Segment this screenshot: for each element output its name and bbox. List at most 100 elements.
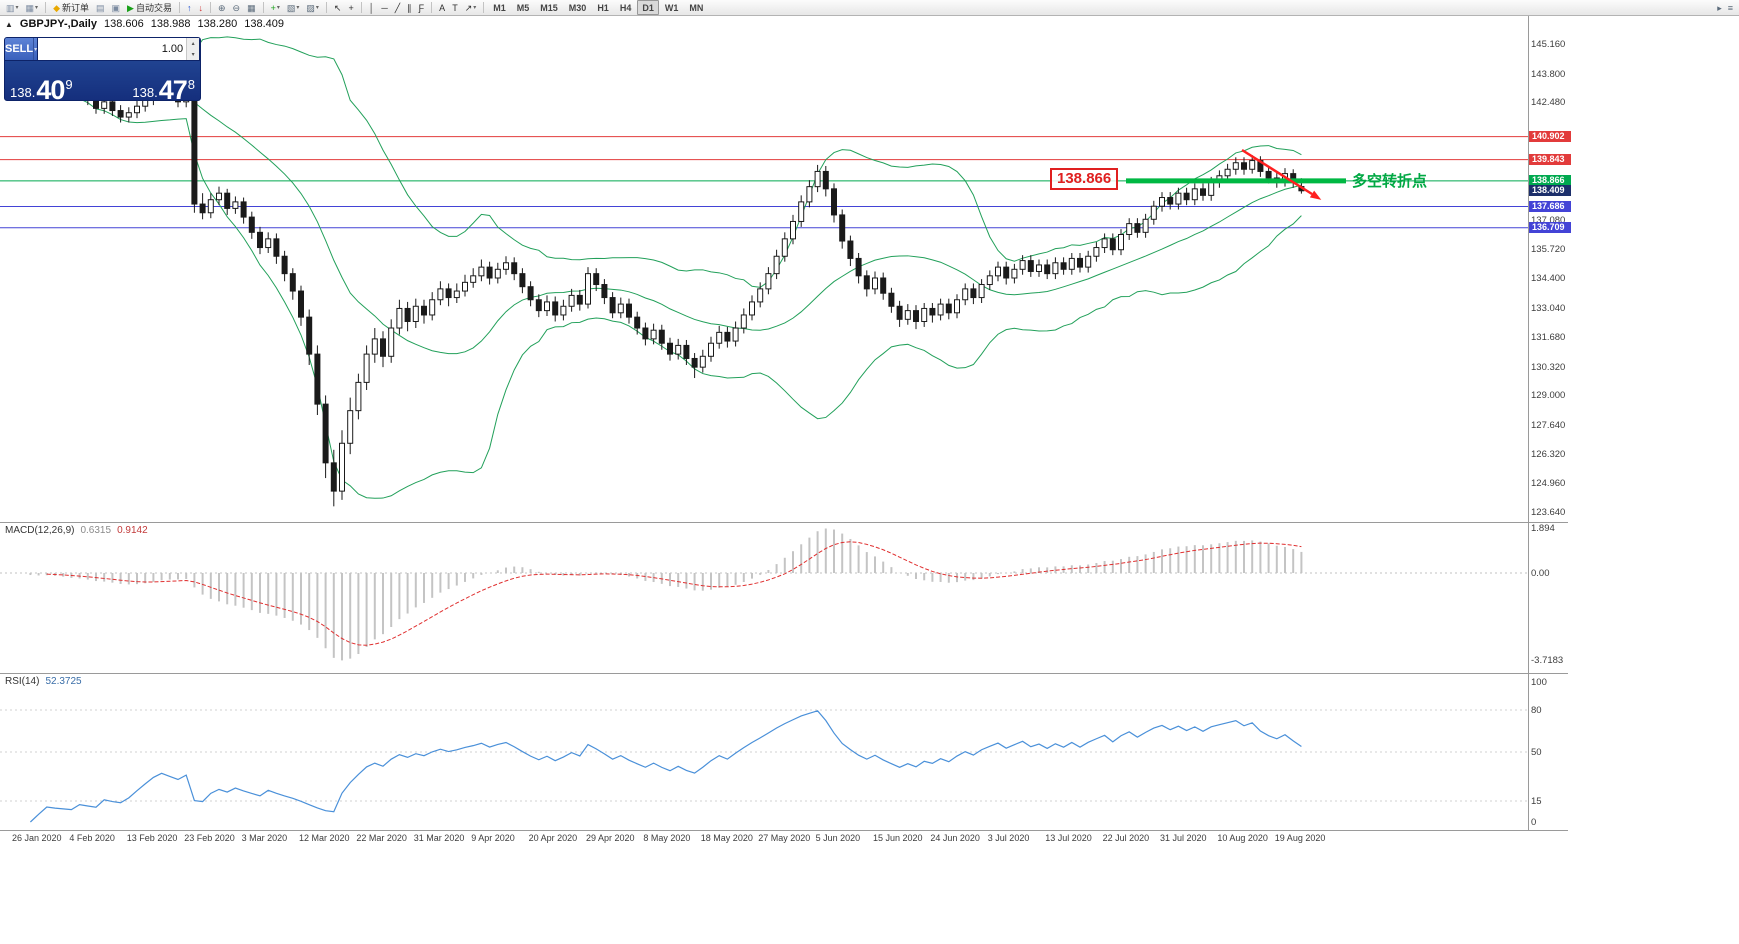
date-axis-label: 31 Mar 2020 <box>413 833 465 843</box>
new-chart-icon[interactable]: ▥ ▾ <box>3 0 22 15</box>
autotrading-button[interactable]: ▶ 自动交易 <box>124 0 175 15</box>
timeframe-mn-button[interactable]: MN <box>689 2 704 13</box>
fibonacci-icon[interactable]: Ƒ <box>416 0 428 15</box>
macd-axis-label: -3.7183 <box>1531 655 1564 667</box>
date-axis-label: 29 Apr 2020 <box>586 833 635 843</box>
dropdown-caret-icon[interactable]: ▾ <box>473 5 477 11</box>
timeframe-m15-button[interactable]: M15 <box>540 2 558 13</box>
data-window-icon[interactable]: ▣ <box>109 0 124 15</box>
timeframe-m30-button[interactable]: M30 <box>568 2 587 13</box>
zoom-out-icon[interactable]: ⊖ <box>230 0 244 15</box>
chart-window[interactable]: ▲ GBPJPY-,Daily 138.606 138.988 138.280 … <box>0 16 1739 944</box>
dropdown-caret-icon[interactable]: ▾ <box>296 5 300 11</box>
timeframe-m5-button[interactable]: M5 <box>516 2 530 13</box>
templates-icon[interactable]: ▨ ▾ <box>303 0 322 15</box>
ohlc-close: 138.409 <box>244 18 285 30</box>
channel-icon[interactable]: ∥ <box>404 0 415 15</box>
data-window-icon-glyph: ▣ <box>111 2 121 13</box>
buy-price-big: 47 <box>158 75 188 101</box>
profiles-icon-glyph: ▦ <box>25 2 35 13</box>
trendline-arrow-annotation[interactable] <box>1241 148 1323 203</box>
new-order-glyph: ◆ <box>53 2 60 13</box>
arrows-icon[interactable]: ↗ ▾ <box>462 0 480 15</box>
volume-field: ▴ ▾ <box>37 38 200 60</box>
timeframe-w1-button[interactable]: W1 <box>664 2 679 13</box>
date-axis-label: 12 Mar 2020 <box>299 833 350 843</box>
turning-point-annotation: 多空转折点 <box>1352 173 1428 190</box>
market-watch-icon[interactable]: ▤ <box>93 0 108 15</box>
profiles-icon[interactable]: ▦ ▾ <box>23 0 42 15</box>
volume-input[interactable] <box>38 38 187 60</box>
macd-pane[interactable] <box>0 528 1528 661</box>
main-chart-pane[interactable] <box>0 36 1528 507</box>
dropdown-caret-icon[interactable]: ▾ <box>35 5 39 11</box>
price-level-badge: 136.709 <box>1529 221 1571 233</box>
toolbar-separator <box>178 2 180 13</box>
date-axis-label: 19 Aug 2020 <box>1274 833 1326 843</box>
buy-button[interactable]: BUY <box>200 38 201 60</box>
toolbar-right-group: ▸ ≡ <box>1714 0 1736 15</box>
dropdown-caret-icon[interactable]: ▾ <box>315 5 319 11</box>
price-axis-label: 143.800 <box>1531 68 1566 80</box>
macd-axis-label: 0.00 <box>1531 568 1550 579</box>
panel-collapse-icon[interactable]: ▲ <box>5 19 13 29</box>
price-level-badge: 137.686 <box>1529 200 1571 212</box>
cursor-icon-glyph: ↖ <box>333 2 342 13</box>
timeframe-h4-button[interactable]: H4 <box>619 2 632 13</box>
date-axis-label: 26 Jan 2020 <box>12 833 62 843</box>
market-watch-icon-glyph: ▤ <box>96 2 105 13</box>
scroll-chart-icon-glyph: ▸ <box>1717 2 1722 13</box>
price-axis-label: 133.040 <box>1531 302 1566 314</box>
toolbar-separator <box>431 2 433 13</box>
date-axis-label: 5 Jun 2020 <box>815 833 861 843</box>
price-axis-label: 145.160 <box>1531 39 1566 50</box>
sell-button[interactable]: SELL <box>5 38 34 60</box>
price-axis-label: 123.640 <box>1531 506 1566 518</box>
trendline-icon-glyph: ╱ <box>394 2 401 13</box>
new-order-button[interactable]: ◆ 新订单 <box>50 0 92 15</box>
rsi-axis-label: 80 <box>1531 705 1542 716</box>
buy-price[interactable]: 138. 47 8 <box>132 75 195 101</box>
sell-price[interactable]: 138. 40 9 <box>10 77 73 101</box>
menu-icon[interactable]: ≡ <box>1725 0 1736 15</box>
periods-icon[interactable]: ▧ ▾ <box>284 0 303 15</box>
zoom-in-icon-glyph: ⊕ <box>217 2 226 13</box>
date-axis-label: 18 May 2020 <box>700 833 753 843</box>
scroll-chart-icon[interactable]: ▸ <box>1714 0 1725 15</box>
macd-signal-line <box>46 541 1302 646</box>
templates-icon-glyph: ▨ <box>306 2 315 13</box>
timeframe-d1-button[interactable]: D1 <box>637 0 659 15</box>
dropdown-caret-icon[interactable]: ▾ <box>15 5 19 11</box>
text-icon[interactable]: A <box>436 0 448 15</box>
macd-signal-value: 0.9142 <box>117 525 148 536</box>
price-axis-label: 137.080 <box>1531 214 1566 226</box>
zoom-in-icon[interactable]: ⊕ <box>215 0 229 15</box>
vertical-line-icon[interactable]: │ <box>366 0 378 15</box>
rsi-pane[interactable] <box>0 709 1528 823</box>
rsi-indicator-label: RSI(14) 52.3725 <box>5 676 82 687</box>
dropdown-caret-icon[interactable]: ▾ <box>276 5 280 11</box>
horizontal-line-icon[interactable]: ─ <box>378 0 390 15</box>
fibonacci-icon-glyph: Ƒ <box>418 2 425 13</box>
text-label-icon[interactable]: T <box>449 0 461 15</box>
date-axis-label: 15 Jun 2020 <box>873 833 923 843</box>
ohlc-open: 138.606 <box>103 18 144 30</box>
price-axis-label: 134.400 <box>1531 272 1566 284</box>
volume-spinner: ▴ ▾ <box>186 38 200 60</box>
tile-windows-icon[interactable]: ▦ <box>244 0 259 15</box>
trendline-icon[interactable]: ╱ <box>392 0 403 15</box>
price-chart-canvas[interactable] <box>0 16 1739 944</box>
timeframe-m1-button[interactable]: M1 <box>493 2 506 13</box>
bollinger-middle <box>30 76 1302 355</box>
volume-up-icon[interactable]: ▴ <box>187 38 200 49</box>
sell-arrow-icon[interactable]: ↓ <box>195 0 206 15</box>
indicators-icon[interactable]: + ▾ <box>268 0 283 15</box>
rsi-axis-label: 50 <box>1531 747 1542 758</box>
bollinger-lower <box>30 88 1302 499</box>
buy-arrow-icon[interactable]: ↑ <box>184 0 195 15</box>
volume-down-icon[interactable]: ▾ <box>187 49 200 60</box>
crosshair-icon[interactable]: + <box>345 0 356 15</box>
timeframe-h1-button[interactable]: H1 <box>597 2 609 13</box>
order-type-caret-icon[interactable]: ▾ <box>33 38 38 60</box>
cursor-icon[interactable]: ↖ <box>331 0 345 15</box>
